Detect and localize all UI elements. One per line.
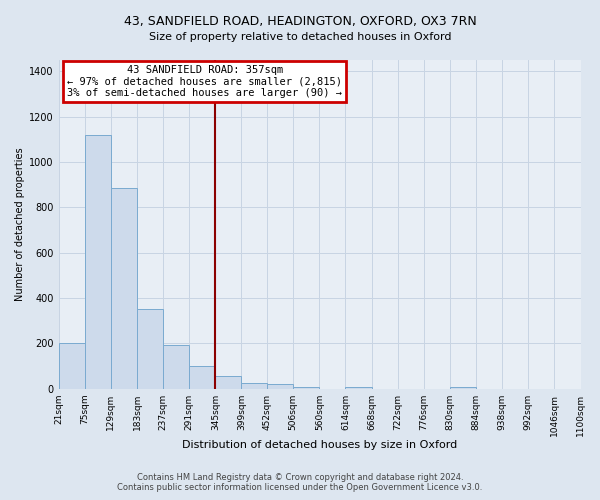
Text: Contains HM Land Registry data © Crown copyright and database right 2024.
Contai: Contains HM Land Registry data © Crown c… [118, 473, 482, 492]
Bar [111, 188, 137, 389]
Bar [215, 376, 241, 389]
Text: 43, SANDFIELD ROAD, HEADINGTON, OXFORD, OX3 7RN: 43, SANDFIELD ROAD, HEADINGTON, OXFORD, … [124, 15, 476, 28]
Bar [137, 310, 163, 389]
Text: 43 SANDFIELD ROAD: 357sqm
← 97% of detached houses are smaller (2,815)
3% of sem: 43 SANDFIELD ROAD: 357sqm ← 97% of detac… [67, 65, 342, 98]
Bar [241, 383, 267, 389]
X-axis label: Distribution of detached houses by size in Oxford: Distribution of detached houses by size … [182, 440, 457, 450]
Bar [267, 384, 293, 389]
Bar [293, 386, 319, 389]
Bar [59, 344, 85, 389]
Text: Size of property relative to detached houses in Oxford: Size of property relative to detached ho… [149, 32, 451, 42]
Y-axis label: Number of detached properties: Number of detached properties [15, 148, 25, 301]
Bar [85, 135, 111, 389]
Bar [346, 386, 371, 389]
Bar [163, 344, 189, 389]
Bar [189, 366, 215, 389]
Bar [450, 386, 476, 389]
